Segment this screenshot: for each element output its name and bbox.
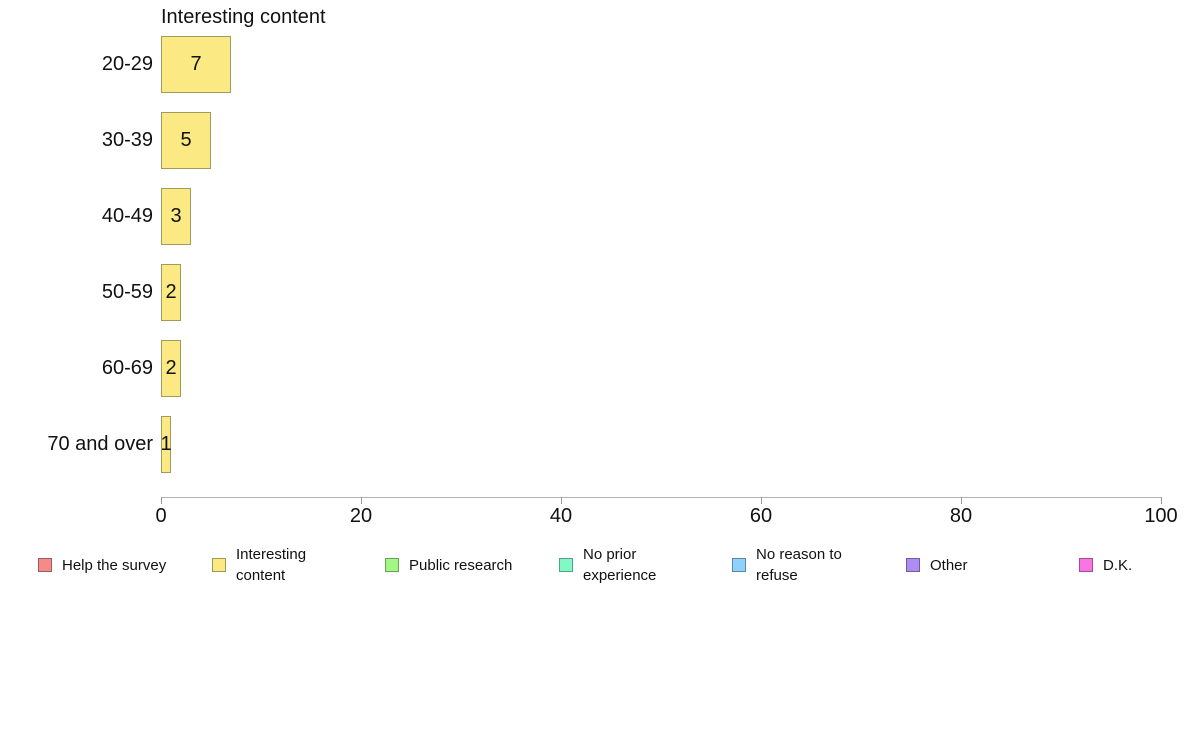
legend-item[interactable]: Other xyxy=(906,541,968,589)
category-label: 70 and over xyxy=(47,433,153,455)
legend-label: D.K. xyxy=(1103,556,1133,574)
bar[interactable]: 7 xyxy=(161,36,231,93)
legend-swatch-icon xyxy=(906,558,920,572)
x-tick-label: 20 xyxy=(349,505,373,527)
bar-value-label: 2 xyxy=(165,357,177,379)
x-tick-label: 100 xyxy=(1144,505,1178,527)
x-tick-label: 60 xyxy=(749,505,773,527)
legend-item[interactable]: Interesting content xyxy=(212,541,348,589)
x-tick-mark xyxy=(561,497,562,504)
legend-item[interactable]: Public research xyxy=(385,541,512,589)
legend-label: Interesting content xyxy=(236,546,307,584)
x-tick-label: 0 xyxy=(155,505,167,527)
legend-item[interactable]: No reason to refuse xyxy=(732,541,868,589)
chart-title: Interesting content xyxy=(161,6,326,28)
x-tick-label: 40 xyxy=(549,505,573,527)
bar[interactable]: 5 xyxy=(161,112,211,169)
category-label: 20-29 xyxy=(101,53,153,75)
x-tick-mark xyxy=(1161,497,1162,504)
x-tick-mark xyxy=(361,497,362,504)
legend-swatch-icon xyxy=(38,558,52,572)
legend-swatch-icon xyxy=(732,558,746,572)
category-label: 50-59 xyxy=(101,281,153,303)
legend-item[interactable]: Help the survey xyxy=(38,541,166,589)
bar-value-label: 2 xyxy=(165,281,177,303)
legend-label: No reason to refuse xyxy=(756,546,842,584)
bar[interactable]: 3 xyxy=(161,188,191,245)
legend-label: No prior experience xyxy=(583,546,657,584)
bar-value-label: 3 xyxy=(170,205,182,227)
legend-label: Help the survey xyxy=(62,556,167,574)
x-tick-mark xyxy=(761,497,762,504)
category-label: 40-49 xyxy=(101,205,153,227)
legend-swatch-icon xyxy=(1079,558,1093,572)
x-tick-mark xyxy=(961,497,962,504)
x-tick-label: 80 xyxy=(949,505,973,527)
legend: Help the survey Interesting content Public… xyxy=(0,541,1188,589)
bar[interactable]: 1 xyxy=(160,416,172,473)
bar-value-label: 1 xyxy=(160,433,172,455)
x-tick-mark xyxy=(161,497,162,504)
legend-item[interactable]: No prior experience xyxy=(559,541,695,589)
bar-value-label: 7 xyxy=(190,53,202,75)
legend-swatch-icon xyxy=(212,558,226,572)
category-label: 60-69 xyxy=(101,357,153,379)
legend-swatch-icon xyxy=(385,558,399,572)
legend-label: Other xyxy=(930,556,968,574)
legend-label: Public research xyxy=(409,556,513,574)
bar[interactable]: 2 xyxy=(161,340,181,397)
x-axis-line xyxy=(161,497,1162,498)
legend-swatch-icon xyxy=(559,558,573,572)
category-label: 30-39 xyxy=(101,129,153,151)
bar[interactable]: 2 xyxy=(161,264,181,321)
bar-value-label: 5 xyxy=(180,129,192,151)
legend-item[interactable]: D.K. xyxy=(1079,541,1132,589)
